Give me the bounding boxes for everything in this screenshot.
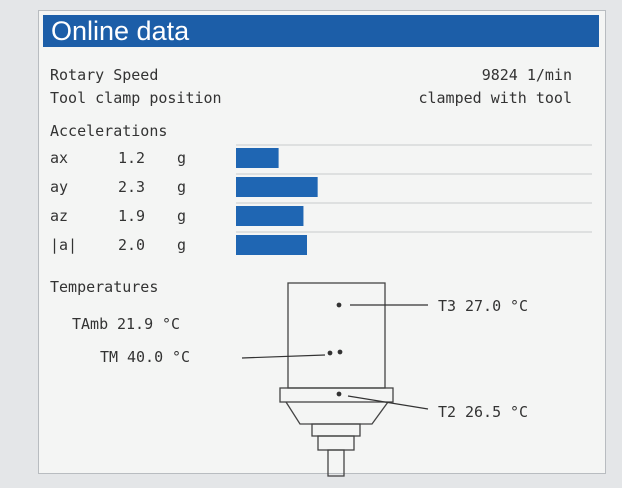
temp-unit: °C (162, 315, 180, 333)
temp-value: 21.9 (117, 315, 153, 333)
axis-label: az (50, 207, 68, 225)
section-title: Temperatures (50, 278, 158, 296)
bar (236, 235, 307, 255)
unit: g (177, 178, 186, 196)
temp-value: 27.0 (465, 297, 501, 315)
acceleration-value: 2.3 (118, 178, 145, 196)
temp-value: 40.0 (127, 348, 163, 366)
temp-name: TAmb (72, 315, 108, 333)
status-label: Tool clamp position (50, 89, 222, 107)
bar (236, 177, 318, 197)
temp-name: TM (100, 348, 118, 366)
temp-unit: °C (172, 348, 190, 366)
acceleration-value: 1.9 (118, 207, 145, 225)
acceleration-value: 1.2 (118, 149, 145, 167)
temp-name: T2 (438, 403, 456, 421)
tool-diagram (280, 283, 393, 476)
section-title: Accelerations (50, 122, 167, 140)
axis-label: |a| (50, 236, 77, 254)
bar (236, 206, 303, 226)
acceleration-value: 2.0 (118, 236, 145, 254)
unit: g (177, 236, 186, 254)
unit: g (177, 149, 186, 167)
arrows (242, 303, 428, 409)
status-label: Rotary Speed (50, 66, 158, 84)
axis-label: ay (50, 178, 68, 196)
page: Online data (() => { const data = JSON.p… (0, 0, 622, 488)
status-value: 9824 1/min (482, 66, 572, 84)
status-value: clamped with tool (418, 89, 572, 107)
temp-name: T3 (438, 297, 456, 315)
axis-label: ax (50, 149, 68, 167)
bar (236, 148, 279, 168)
temp-unit: °C (510, 297, 528, 315)
temp-value: 26.5 (465, 403, 501, 421)
temp-unit: °C (510, 403, 528, 421)
unit: g (177, 207, 186, 225)
